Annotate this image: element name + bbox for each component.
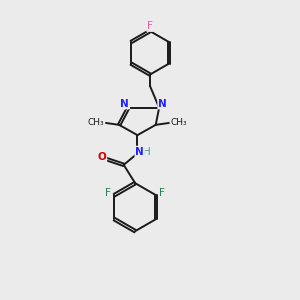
Text: N: N [121,99,129,109]
Text: N: N [158,99,167,109]
Text: O: O [98,152,106,162]
Text: H: H [143,147,151,157]
Text: F: F [147,21,153,31]
Text: F: F [159,188,165,198]
Text: CH₃: CH₃ [88,118,105,127]
Text: CH₃: CH₃ [170,118,187,127]
Text: N: N [135,147,144,157]
Text: F: F [105,188,111,198]
